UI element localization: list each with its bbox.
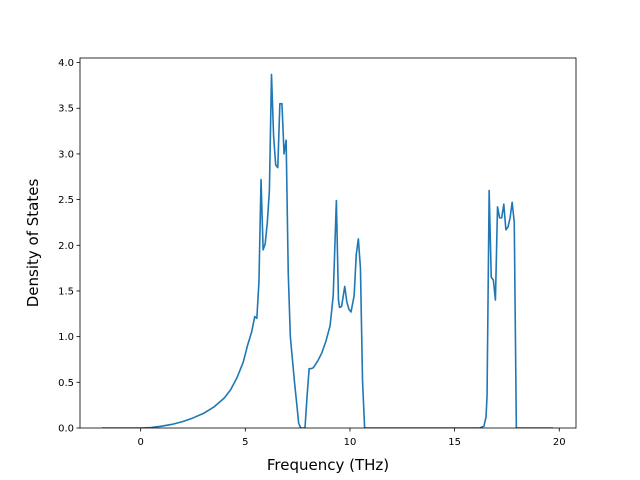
plot-area [101, 73, 553, 428]
x-axis-ticks: 0 5 10 15 20 [138, 428, 566, 448]
y-tick-label: 1.0 [58, 332, 74, 343]
x-tick-label: 10 [344, 437, 357, 448]
x-tick-label: 5 [242, 437, 248, 448]
y-tick-label: 1.5 [58, 286, 74, 297]
y-tick-label: 0.0 [58, 424, 74, 435]
x-axis-label: Frequency (THz) [267, 456, 389, 474]
y-tick-label: 0.5 [58, 378, 74, 389]
x-tick-label: 15 [448, 437, 461, 448]
y-tick-label: 4.0 [58, 58, 74, 69]
y-axis-label: Density of States [24, 179, 42, 308]
y-tick-label: 3.0 [58, 149, 74, 160]
series-line-0 [101, 73, 553, 428]
y-axis-ticks: 0.0 0.5 1.0 1.5 2.0 2.5 3.0 3.5 4.0 [58, 58, 80, 435]
y-tick-label: 2.0 [58, 241, 74, 252]
x-tick-label: 20 [553, 437, 566, 448]
y-tick-label: 3.5 [58, 104, 74, 115]
y-tick-label: 2.5 [58, 195, 74, 206]
axes-frame [79, 57, 577, 429]
x-tick-label: 0 [138, 437, 144, 448]
